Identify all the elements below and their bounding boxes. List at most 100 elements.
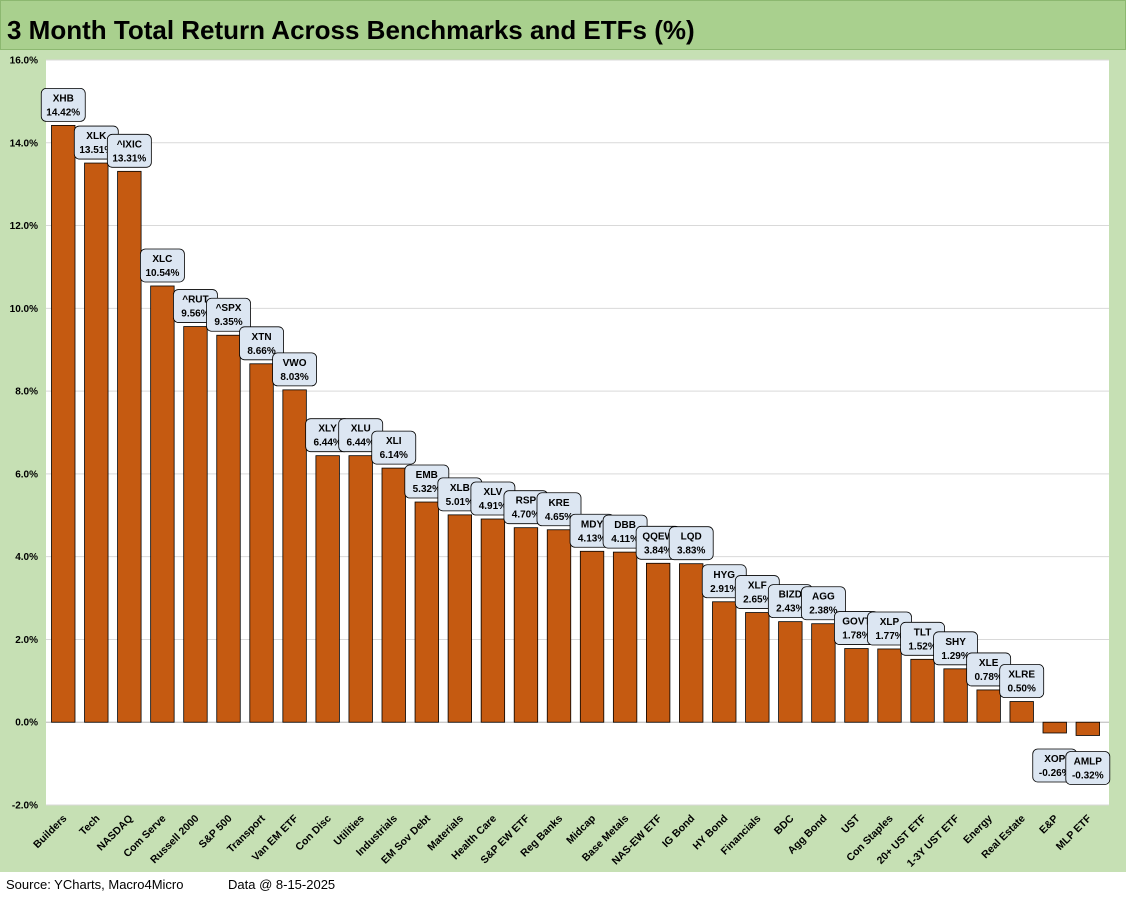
data-label-value: 8.03% [280, 372, 308, 383]
bar [811, 623, 836, 723]
data-label-box [106, 133, 152, 168]
data-label-value: 4.70% [512, 510, 540, 521]
bar [943, 668, 968, 723]
data-label-value: 6.44% [347, 438, 375, 449]
data-label: XLC 10.54% [139, 248, 185, 283]
y-tick-label: 6.0% [15, 469, 38, 480]
data-label-value: 8.66% [247, 346, 275, 357]
bar [513, 527, 539, 723]
bar [844, 648, 869, 723]
data-label-ticker: TLT [914, 627, 932, 638]
bar [877, 648, 902, 723]
data-label-ticker: XLK [86, 131, 107, 142]
bar [51, 124, 76, 723]
bar [249, 363, 274, 723]
data-label-ticker: EMB [416, 470, 438, 481]
bar [745, 612, 770, 723]
bar [679, 563, 704, 723]
data-label-value: 4.13% [578, 533, 606, 544]
data-label-ticker: ^IXIC [117, 139, 142, 150]
bar [579, 550, 605, 723]
bar [315, 455, 340, 723]
data-label-value: 2.38% [809, 606, 837, 617]
y-tick-label: -2.0% [12, 801, 38, 812]
data-label-ticker: XLRE [1008, 670, 1035, 681]
bar [612, 551, 638, 723]
data-label-ticker: XLI [386, 436, 402, 447]
data-label-ticker: DBB [614, 520, 636, 531]
y-tick-label: 4.0% [15, 552, 38, 563]
bar [150, 285, 175, 723]
chart-frame: 3 Month Total Return Across Benchmarks a… [0, 0, 1126, 872]
source-note: Source: YCharts, Macro4Micro [6, 877, 184, 892]
data-label-value: -0.26% [1039, 768, 1071, 779]
bar [778, 621, 803, 723]
data-label: LQD 3.83% [668, 526, 714, 561]
bar [1009, 701, 1034, 723]
bar [117, 170, 142, 723]
data-label: XLRE 0.50% [999, 664, 1045, 698]
data-label-box [139, 248, 185, 283]
data-label-ticker: XHB [53, 93, 74, 104]
data-label-ticker: MDY [581, 519, 604, 530]
data-label-value: -0.32% [1072, 770, 1104, 781]
data-label-ticker: XLY [318, 424, 337, 435]
data-label-box [206, 297, 251, 332]
data-label-value: 1.29% [941, 651, 969, 662]
data-label-ticker: ^SPX [216, 303, 242, 314]
data-label-ticker: XTN [252, 332, 272, 343]
data-label-value: 3.84% [644, 545, 672, 556]
data-label-ticker: KRE [548, 498, 569, 509]
data-label-ticker: XLF [748, 581, 767, 592]
data-label-value: 1.78% [842, 631, 870, 642]
data-label: XLI 6.14% [371, 430, 417, 465]
data-label-value: 6.44% [313, 438, 341, 449]
data-label-value: 14.42% [46, 107, 80, 118]
bar [348, 455, 373, 723]
data-label-ticker: AGG [812, 592, 835, 603]
data-label-ticker: XLE [979, 658, 999, 669]
data-label: XHB 14.42% [40, 87, 86, 122]
bar [646, 562, 671, 723]
bar [216, 334, 241, 723]
y-tick-label: 10.0% [10, 304, 38, 315]
data-label-value: 0.78% [974, 672, 1002, 683]
data-label-value: 4.65% [545, 512, 573, 523]
bar [1075, 721, 1100, 736]
data-label-box [239, 326, 284, 361]
data-label-value: 6.14% [380, 450, 408, 461]
data-label: XTN 8.66% [239, 326, 284, 361]
data-label-value: 9.56% [181, 309, 209, 320]
data-label-ticker: GOVT [842, 617, 870, 628]
data-label-ticker: SHY [945, 637, 966, 648]
y-tick-label: 2.0% [15, 635, 38, 646]
data-label-ticker: AMLP [1074, 756, 1103, 767]
data-label-ticker: XLP [880, 617, 900, 628]
data-label-value: 4.11% [611, 534, 639, 545]
data-label-ticker: LQD [681, 532, 702, 543]
data-label-box [272, 352, 318, 387]
bar [1042, 721, 1067, 734]
data-label-value: 10.54% [145, 268, 179, 279]
data-label-ticker: QQEW [642, 531, 674, 542]
bar [414, 501, 439, 723]
data-label-box [999, 664, 1045, 698]
data-label-value: 0.50% [1008, 684, 1036, 695]
data-label-box [668, 526, 714, 561]
data-label-value: 4.91% [479, 501, 507, 512]
data-label: VWO 8.03% [272, 352, 318, 387]
bar [910, 658, 935, 723]
bar [183, 326, 208, 723]
data-label-ticker: HYG [713, 570, 735, 581]
data-label-value: 13.51% [79, 145, 113, 156]
data-label-ticker: ^RUT [182, 295, 208, 306]
data-label-box [1065, 751, 1111, 785]
data-label-ticker: VWO [283, 358, 307, 369]
data-label-box [371, 430, 417, 465]
data-label-ticker: BIZD [779, 590, 802, 601]
data-label-value: 2.43% [776, 604, 804, 615]
bar [480, 518, 506, 723]
data-label-ticker: XLC [152, 254, 172, 265]
data-label-value: 5.32% [413, 484, 441, 495]
data-label-ticker: XLB [450, 483, 470, 494]
